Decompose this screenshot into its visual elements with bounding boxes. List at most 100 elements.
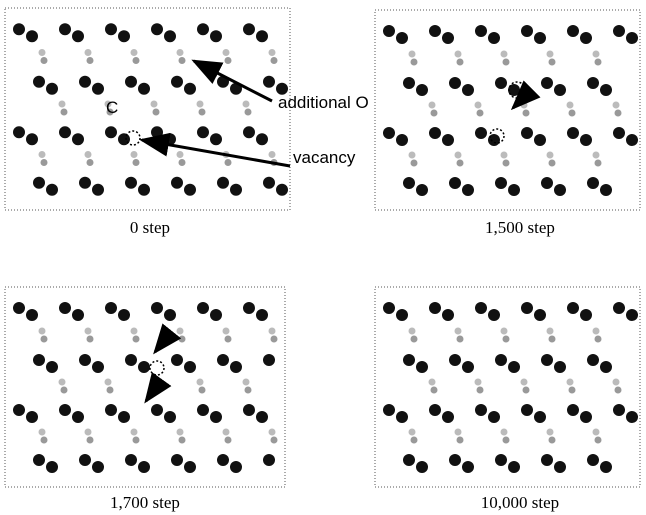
atom [429, 302, 441, 314]
atom [217, 454, 229, 466]
faint-atom [548, 159, 556, 167]
atom [396, 411, 408, 423]
faint-atom [196, 100, 204, 108]
atom [118, 309, 130, 321]
faint-atom [568, 109, 576, 117]
faint-atom [40, 159, 48, 167]
faint-atom [244, 386, 252, 394]
faint-atom [594, 58, 602, 66]
faint-atom [268, 327, 276, 335]
atom [600, 184, 612, 196]
atom [118, 411, 130, 423]
atom [429, 127, 441, 139]
faint-atom [224, 335, 232, 343]
atom [508, 361, 520, 373]
faint-atom [38, 151, 46, 159]
atom [138, 361, 150, 373]
atom [151, 404, 163, 416]
atom [171, 176, 183, 189]
atom [403, 454, 415, 466]
faint-atom [500, 151, 508, 159]
arrow [191, 59, 273, 103]
atom [105, 126, 117, 139]
atom [383, 404, 395, 416]
faint-atom [60, 108, 68, 116]
atom [263, 75, 275, 88]
faint-atom [546, 50, 554, 58]
faint-atom [40, 436, 48, 444]
faint-atom [456, 58, 464, 66]
faint-atom [86, 159, 94, 167]
atom [79, 75, 91, 88]
atom [626, 309, 638, 321]
atom [33, 454, 45, 466]
faint-atom [594, 436, 602, 444]
caption: 10,000 step [481, 493, 559, 512]
atom [33, 75, 45, 88]
faint-atom [176, 151, 184, 159]
faint-atom [86, 436, 94, 444]
atom [442, 32, 454, 44]
faint-atom [546, 327, 554, 335]
faint-atom [454, 151, 462, 159]
atom [462, 84, 474, 96]
faint-atom [38, 428, 46, 436]
atom [554, 361, 566, 373]
faint-atom [270, 436, 278, 444]
atom [567, 404, 579, 416]
atom [383, 25, 395, 37]
faint-atom [476, 386, 484, 394]
atom [449, 77, 461, 89]
atom [554, 84, 566, 96]
faint-atom [522, 109, 530, 117]
faint-atom [502, 159, 510, 167]
panel-frame [374, 286, 641, 488]
atom [580, 32, 592, 44]
faint-atom [500, 428, 508, 436]
atom [403, 77, 415, 89]
faint-atom [476, 109, 484, 117]
atom [508, 461, 520, 473]
atom [105, 404, 117, 416]
atom [416, 461, 428, 473]
faint-atom [132, 159, 140, 167]
faint-atom [84, 428, 92, 436]
atom [495, 354, 507, 366]
faint-atom [548, 58, 556, 66]
atom [626, 411, 638, 423]
atom [541, 354, 553, 366]
faint-atom [502, 335, 510, 343]
faint-atom [178, 57, 186, 64]
faint-atom [222, 428, 230, 436]
arrow [510, 80, 541, 111]
faint-atom [86, 57, 94, 64]
faint-atom [150, 100, 158, 108]
faint-atom [454, 428, 462, 436]
faint-atom [132, 335, 140, 343]
atom [138, 82, 150, 95]
faint-atom [502, 58, 510, 66]
atom [554, 461, 566, 473]
faint-atom [176, 428, 184, 436]
faint-atom [150, 378, 158, 386]
atom [210, 133, 222, 146]
atom [475, 404, 487, 416]
faint-atom [178, 436, 186, 444]
panel-frame [374, 9, 641, 211]
arrow [153, 323, 182, 355]
atom [197, 404, 209, 416]
atom [580, 411, 592, 423]
faint-atom [410, 159, 418, 167]
atom [59, 126, 71, 139]
atom [600, 84, 612, 96]
atom [13, 23, 25, 36]
atom [243, 404, 255, 416]
atom [462, 361, 474, 373]
atom [396, 134, 408, 146]
faint-atom [410, 58, 418, 66]
faint-atom [612, 378, 620, 386]
faint-atom [428, 101, 436, 109]
atom [26, 30, 38, 43]
faint-atom [196, 378, 204, 386]
